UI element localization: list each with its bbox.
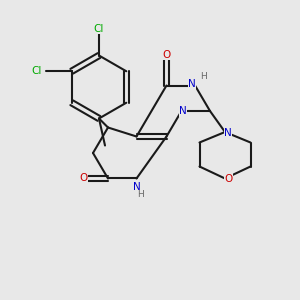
Text: N: N — [188, 79, 196, 89]
Text: N: N — [133, 182, 140, 192]
Text: H: H — [137, 190, 143, 200]
Text: O: O — [224, 173, 233, 184]
Text: N: N — [224, 128, 232, 139]
Text: N: N — [179, 106, 187, 116]
Text: Cl: Cl — [94, 23, 104, 34]
Text: Cl: Cl — [31, 66, 42, 76]
Text: O: O — [162, 50, 171, 60]
Text: H: H — [200, 72, 207, 81]
Text: O: O — [79, 173, 87, 184]
